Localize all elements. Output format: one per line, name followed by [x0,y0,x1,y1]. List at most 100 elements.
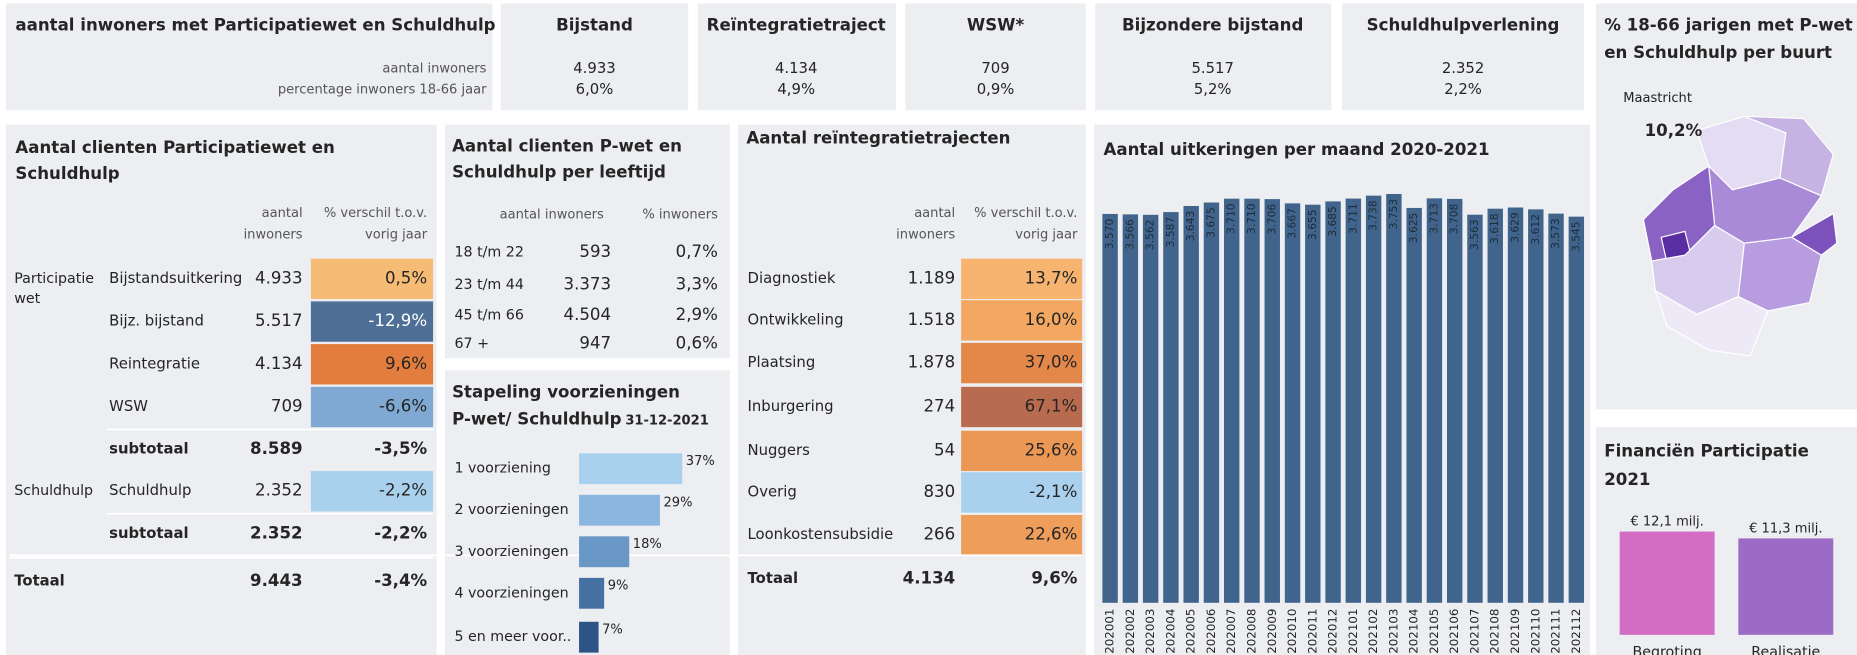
row-count: 54 [934,440,955,459]
value-label: 3.667 [1286,208,1299,239]
category-label: 4 voorzieningen [454,585,568,601]
change-cell [961,300,1083,341]
category-label: 5 en meer voor.. [454,629,571,645]
category-label: 202102 [1366,609,1380,654]
category-label: 202106 [1447,609,1461,654]
bar [1426,198,1443,603]
row-group: Schuldhulp [14,483,93,499]
bar [1738,538,1834,635]
value-label: 3.643 [1184,211,1197,242]
change-cell [310,386,434,428]
row-count: 2.352 [250,523,303,542]
category-label: 3 voorzieningen [454,544,568,560]
row-change: -2,2% [374,523,427,542]
bar [1406,207,1422,603]
bar [1102,213,1118,603]
column-header: inwoners [244,227,303,242]
row-label: Inburgering [748,398,834,415]
category-label: 2 voorzieningen [454,502,568,518]
bar [1264,199,1280,603]
row-change: 25,6% [1025,440,1078,459]
total-count: 9.443 [250,571,303,590]
panel [444,124,730,359]
kpi-pct: 4,9% [777,81,815,98]
category-label: 202012 [1326,609,1340,654]
category-label: 202002 [1123,609,1137,654]
row-label: Diagnostiek [748,270,836,287]
value-label: 3.570 [1103,218,1116,249]
value-label: 3.675 [1204,207,1217,238]
bar [579,577,605,609]
row-count: 3.373 [564,274,612,293]
kpi-title: Schuldhulpverlening [1367,16,1560,35]
panel [500,3,689,111]
bar [1224,198,1240,603]
map-title: % 18-66 jarigen met P-wet [1604,16,1853,35]
category-label: 202101 [1346,609,1360,654]
row-count: 830 [923,482,955,501]
bar [1284,203,1301,603]
row-label: subtotaal [109,441,188,458]
row-label: 45 t/m 66 [454,308,523,324]
value-label: 18% [633,537,662,552]
map-area [1654,289,1769,357]
value-label: 7% [602,623,623,638]
column-header: aantal [262,206,303,221]
kpi-pct: 0,9% [977,81,1015,98]
row-count: 1.189 [908,268,956,287]
row-pct: 3,3% [676,274,718,293]
bar [1507,207,1524,603]
bar [1528,209,1544,603]
row-group: wet [14,291,40,307]
value-label: 3.563 [1468,219,1481,250]
chart-title: Stapeling voorzieningen [452,382,680,401]
bar [579,536,630,568]
category-label: 202011 [1305,609,1319,654]
panel [5,3,493,111]
map-value: 10,2% [1645,121,1703,140]
bar [579,494,660,526]
kpi-title: Reïntegratietraject [707,16,886,35]
row-label: Ontwikkeling [748,311,844,328]
row-count: 5.517 [255,311,303,330]
panel [697,3,896,111]
bar [1467,214,1483,603]
row-count: 4.933 [255,268,303,287]
row-change: 13,7% [1025,268,1078,287]
bar [1487,208,1503,603]
kpi-count: 5.517 [1191,60,1233,77]
row-count: 593 [579,242,611,261]
category-label: 202005 [1184,609,1198,654]
category-label: 202010 [1285,609,1299,654]
row-count: 4.134 [255,354,303,373]
row-label: subtotaal [109,525,188,542]
row-change: 67,1% [1025,397,1078,416]
row-count: 274 [923,397,955,416]
category-label: 202007 [1224,609,1238,654]
row-change: -2,1% [1029,482,1077,501]
row-label: percentage inwoners 18-66 jaar [278,83,487,98]
total-change: -3,4% [374,571,427,590]
map-place: Maastricht [1623,91,1692,106]
total-change: 9,6% [1031,569,1077,588]
row-label: 18 t/m 22 [454,245,523,261]
row-label: Loonkostensubsidie [748,526,894,543]
table-title: Schuldhulp [15,164,119,183]
panel [1095,3,1332,111]
summary-title: aantal inwoners met Participatiewet en S… [15,16,495,35]
column-header: % verschil t.o.v. [324,206,427,221]
change-cell [310,344,434,385]
value-label: 3.706 [1265,204,1278,235]
total-label: Totaal [748,570,799,587]
change-cell [961,386,1083,428]
value-label: 3.710 [1225,203,1238,234]
chart-subtitle: 31-12-2021 [625,414,708,429]
category-label: 202003 [1143,609,1157,654]
category-label: 202107 [1467,609,1481,654]
bar [1386,194,1402,603]
change-cell [310,471,434,512]
change-cell [961,472,1083,513]
kpi-pct: 6,0% [576,81,614,98]
category-label: 202105 [1427,609,1441,654]
category-label: Begroting [1632,645,1701,655]
